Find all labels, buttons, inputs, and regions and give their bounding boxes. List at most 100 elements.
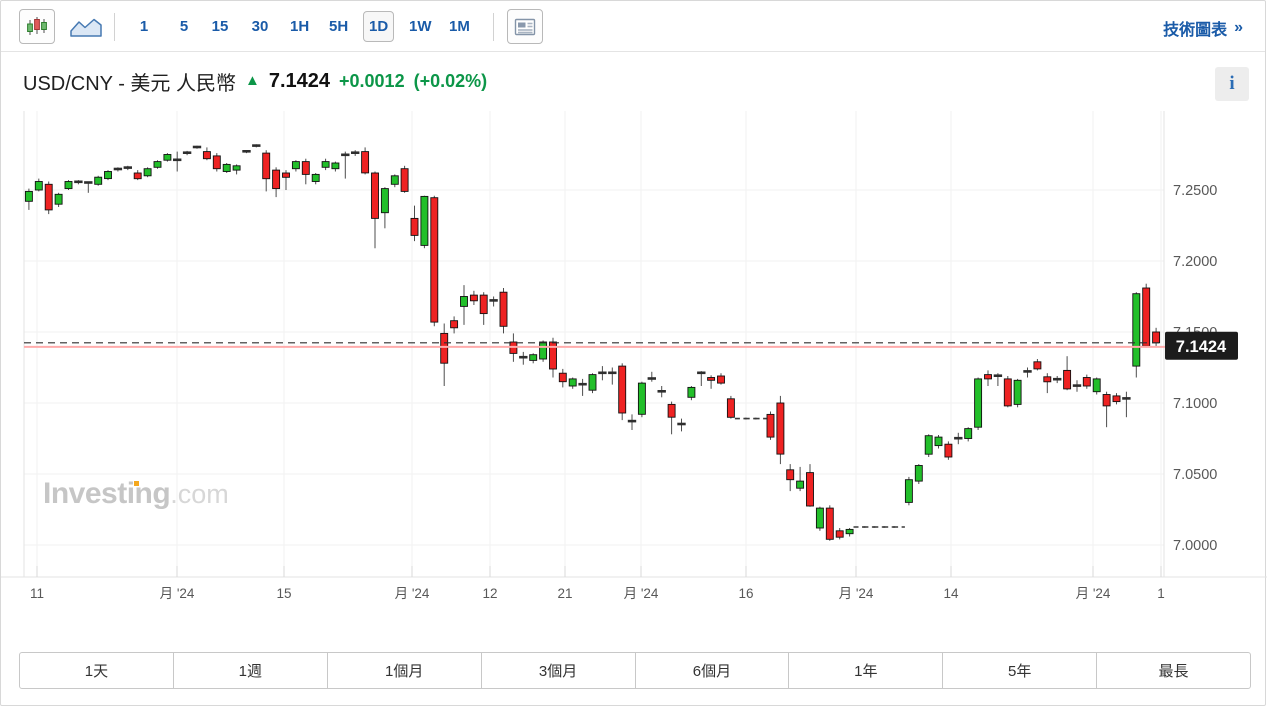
last-price-axis-label-text: 7.1424 (1176, 338, 1227, 356)
x-axis-label: 16 (738, 586, 753, 601)
doji-dash (697, 371, 706, 375)
timeframe-button-5[interactable]: 5 (179, 18, 189, 35)
y-axis-label: 7.0000 (1173, 538, 1217, 554)
bullish-candle (845, 528, 854, 535)
bullish-candle (94, 176, 103, 185)
bearish-candle (944, 443, 953, 458)
timeframe-button-1H[interactable]: 1H (290, 18, 310, 35)
doji-dash (954, 436, 963, 440)
range-button-1週[interactable]: 1週 (172, 652, 328, 689)
bullish-candle (934, 436, 943, 447)
doji-dash (657, 390, 666, 393)
bearish-candle (469, 294, 478, 302)
bullish-candle (64, 181, 73, 190)
bearish-candle (717, 375, 725, 384)
bullish-candle (568, 378, 577, 387)
range-button-1天[interactable]: 1天 (19, 652, 174, 689)
bullish-candle (1092, 378, 1101, 393)
bearish-candle (776, 402, 785, 455)
doji-dash (341, 153, 350, 157)
bearish-candle (479, 294, 488, 315)
bearish-candle (430, 197, 439, 323)
doji-dash (173, 158, 182, 162)
bearish-candle (282, 172, 290, 178)
up-arrow-icon: ▲ (244, 71, 260, 89)
news-panel-button[interactable] (507, 9, 543, 44)
instrument-header: USD/CNY - 美元 人民幣 ▲ 7.1424 +0.0012 (+0.02… (23, 63, 487, 99)
bearish-candle (1003, 378, 1012, 407)
x-axis-label: 月 '24 (1076, 586, 1111, 601)
range-button-5年[interactable]: 5年 (942, 652, 1098, 689)
bullish-candle (104, 171, 112, 180)
bearish-candle (707, 377, 716, 381)
area-chart-type-button[interactable] (65, 9, 107, 44)
bearish-candle (984, 374, 992, 380)
range-button-1個月[interactable]: 1個月 (326, 652, 482, 689)
bearish-candle (410, 217, 419, 236)
x-axis-label: 11 (30, 586, 44, 601)
range-button-最長[interactable]: 最長 (1096, 652, 1251, 689)
bearish-candle (726, 398, 735, 418)
timeframe-button-1W[interactable]: 1W (409, 18, 432, 35)
x-axis-label: 月 '24 (624, 586, 659, 601)
bearish-candle (806, 472, 814, 507)
bearish-candle (202, 151, 211, 160)
toolbar: 1 5 15 30 1H 5H 1D 1W 1M 技術圖表 » (1, 1, 1265, 52)
bearish-candle (786, 469, 795, 481)
timeframe-button-15[interactable]: 15 (211, 18, 229, 35)
doji-dash (627, 419, 637, 423)
toolbar-divider (493, 13, 494, 41)
bullish-candle (232, 165, 241, 171)
bullish-candle (539, 341, 548, 360)
technical-chart-link[interactable]: 技術圖表 » (1163, 16, 1243, 40)
y-axis-label: 7.0500 (1173, 467, 1217, 483)
info-button[interactable]: i (1215, 67, 1249, 101)
bullish-candle (904, 479, 913, 503)
area-chart-icon (70, 18, 102, 37)
bearish-candle (1142, 287, 1151, 347)
timeframe-button-1M[interactable]: 1M (449, 18, 470, 35)
y-axis-label: 7.2500 (1173, 183, 1217, 199)
timeframe-button-5H[interactable]: 5H (329, 18, 349, 35)
x-axis-label: 月 '24 (839, 586, 874, 601)
doji-dash (1122, 397, 1131, 400)
bearish-candle (1082, 377, 1091, 387)
bearish-candle (618, 365, 627, 414)
doji-dash (598, 371, 607, 375)
doji-dash (242, 150, 251, 153)
bullish-candle (380, 188, 389, 214)
bearish-candle (549, 341, 557, 370)
doji-dash (1053, 377, 1062, 381)
bearish-candle (133, 172, 142, 180)
range-button-6個月[interactable]: 6個月 (634, 652, 790, 689)
x-axis-label: 21 (557, 586, 572, 601)
bearish-candle (450, 320, 459, 329)
bearish-candle (667, 403, 676, 418)
x-axis-label: 月 '24 (160, 586, 195, 601)
bearish-candle (835, 530, 844, 538)
bullish-candle (24, 190, 33, 202)
y-axis-label: 7.1000 (1173, 396, 1217, 412)
doji-dash (351, 151, 360, 154)
doji-dash (74, 180, 83, 184)
timeframe-button-1[interactable]: 1 (139, 18, 149, 35)
price-chart[interactable]: 7.25007.20007.15007.10007.05007.000011月 … (1, 111, 1267, 606)
bullish-candle (153, 161, 162, 168)
range-button-3個月[interactable]: 3個月 (480, 652, 636, 689)
bearish-candle (361, 151, 370, 174)
y-axis-label: 7.2000 (1173, 254, 1217, 270)
bearish-candle (1112, 395, 1121, 403)
bullish-candle (529, 354, 538, 361)
price-change: +0.0012 (339, 70, 405, 91)
bullish-candle (390, 175, 399, 185)
timeframe-button-1D[interactable]: 1D (363, 11, 395, 42)
doji-dash (677, 422, 686, 426)
range-button-1年[interactable]: 1年 (788, 652, 944, 689)
doji-dash (84, 181, 93, 184)
bearish-candle (301, 161, 310, 175)
timeframe-button-30[interactable]: 30 (251, 18, 269, 35)
range-bar: 1天 1週 1個月 3個月 6個月 1年 5年 最長 (19, 652, 1251, 689)
candlestick-chart-type-button[interactable] (19, 9, 55, 44)
doji-dash (578, 382, 587, 386)
bearish-candle (1043, 376, 1052, 383)
